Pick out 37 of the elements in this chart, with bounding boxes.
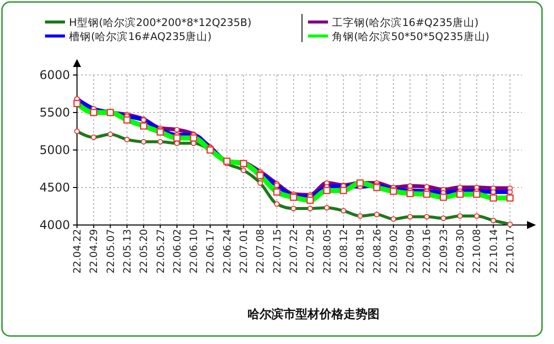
x-tick-label: 22.09.02 — [388, 229, 400, 274]
x-tick-label: 22.09.23 — [438, 229, 450, 274]
x-tick-label: 22.09.16 — [422, 229, 434, 274]
y-tick-label: 6000 — [39, 68, 70, 82]
legend-label: 角钢(哈尔滨50*50*5Q235唐山) — [332, 30, 490, 43]
x-tick-label: 22.05.20 — [139, 229, 150, 274]
x-tick-label: 22.07.08 — [256, 229, 267, 274]
x-tick-label: 22.06.24 — [222, 229, 234, 274]
x-tick-label: 22.07.22 — [289, 229, 300, 274]
x-tick-label: 22.07.15 — [272, 229, 284, 274]
y-tick-label: 5000 — [39, 142, 70, 157]
x-tick-label: 22.07.01 — [239, 229, 250, 274]
y-tick-label: 4000 — [39, 218, 70, 232]
x-tick-label: 22.09.30 — [456, 229, 467, 274]
x-tick-label: 22.05.13 — [122, 229, 134, 274]
x-tick-label: 22.06.17 — [206, 229, 217, 274]
y-tick-label: 5500 — [39, 105, 70, 120]
legend-label: 工字钢(哈尔滨16#Q235唐山) — [332, 16, 479, 29]
x-tick-label: 22.10.17 — [506, 229, 516, 274]
x-tick-label: 22.06.10 — [189, 229, 200, 274]
text: 哈尔滨市型材价格走势图 — [248, 307, 380, 321]
x-tick-label: 22.10.08 — [472, 229, 484, 274]
x-tick-label: 22.05.27 — [156, 229, 167, 274]
x-tick-label: 22.08.19 — [356, 229, 367, 274]
x-tick-label: 22.04.22 — [72, 229, 84, 274]
x-tick-label: 22.04.29 — [89, 229, 100, 274]
legend-label: H型钢(哈尔滨200*200*8*12Q235B) — [69, 16, 252, 29]
x-tick-label: 22.07.29 — [306, 229, 317, 274]
legend-label: 槽钢(哈尔滨16#AQ235唐山) — [69, 30, 212, 43]
y-tick-label: 4500 — [39, 180, 70, 194]
x-tick-label: 22.06.02 — [172, 229, 184, 274]
x-tick-label: 22.08.05 — [322, 229, 334, 274]
x-tick-label: 22.10.14 — [488, 229, 500, 274]
x-tick-label: 22.09.09 — [406, 229, 417, 274]
x-tick-label: 22.08.26 — [372, 229, 384, 274]
x-tick-label: 22.08.12 — [338, 229, 350, 274]
x-tick-label: 22.05.07 — [106, 229, 117, 274]
